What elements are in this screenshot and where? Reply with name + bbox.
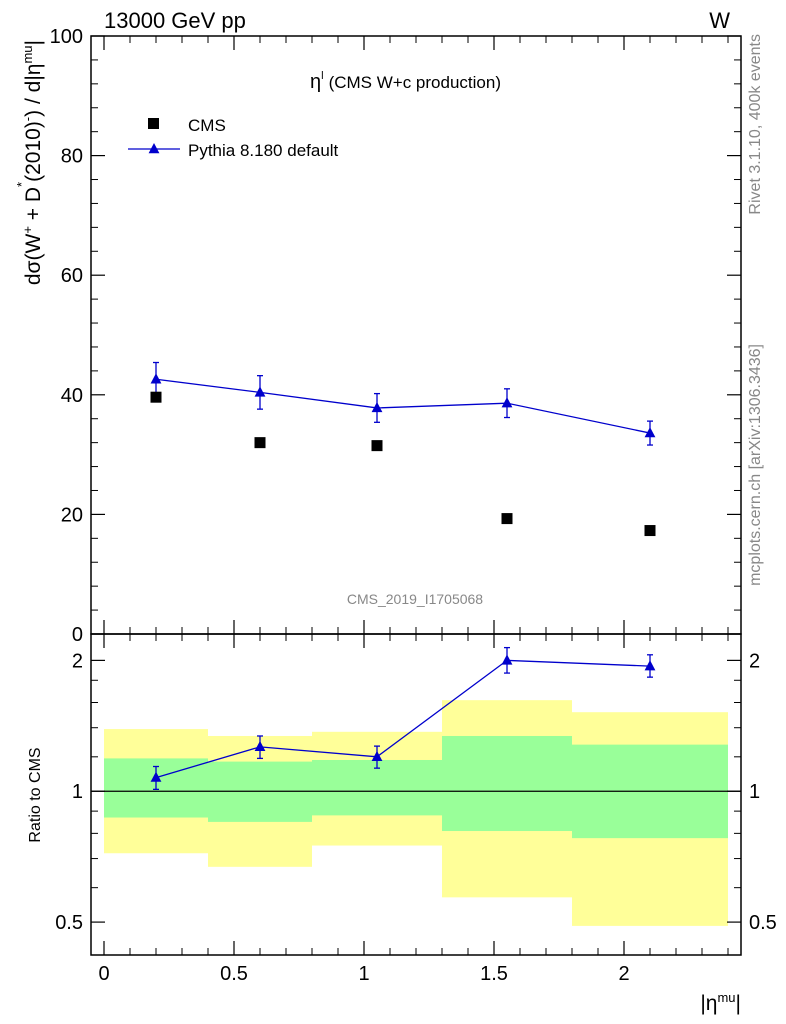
legend-cms-label: CMS <box>188 116 226 135</box>
main-y-tick-label-20: 20 <box>61 504 83 526</box>
x-tick-label-0.5: 0.5 <box>220 963 248 985</box>
ratio-band-green-2 <box>312 759 442 816</box>
ratio-y-axis-label: Ratio to CMS <box>27 747 44 842</box>
ratio-y-tick-label-1: 1 <box>72 781 83 803</box>
legend-cms-marker <box>148 118 159 129</box>
ratio-y-tick-label-right-1: 1 <box>749 781 760 803</box>
x-tick-label-1: 1 <box>358 963 369 985</box>
ratio-band-green-3 <box>442 735 572 832</box>
pythia-ratio-point-3 <box>501 654 513 665</box>
cms-data-point-0 <box>150 391 162 403</box>
main-y-tick-label-40: 40 <box>61 385 83 407</box>
title-superscript: l <box>321 70 323 82</box>
rivet-label: Rivet 3.1.10, 400k events <box>747 34 764 215</box>
title-symbol: η <box>310 71 321 93</box>
pythia-main-point-4 <box>644 427 656 438</box>
x-tick-label-1.5: 1.5 <box>480 963 508 985</box>
x-tick-label-2: 2 <box>618 963 629 985</box>
pythia-main-point-0 <box>150 373 162 384</box>
ratio-y-tick-label-0.5: 0.5 <box>55 912 83 934</box>
ratio-y-tick-label-2: 2 <box>72 650 83 672</box>
energy-label: 13000 GeV pp <box>104 8 246 33</box>
x-tick-label-0: 0 <box>98 963 109 985</box>
pythia-main-point-2 <box>371 401 383 413</box>
cms-data-point-3 <box>501 513 513 525</box>
ratio-y-tick-label-right-0.5: 0.5 <box>749 912 777 934</box>
pythia-ratio-point-1 <box>254 740 266 752</box>
ratio-y-tick-label-right-2: 2 <box>749 650 760 672</box>
process-label: W <box>709 8 730 33</box>
plot-title: ηl (CMS W+c production) <box>310 70 501 93</box>
pythia-main-point-1 <box>254 386 266 397</box>
analysis-id: CMS_2019_I1705068 <box>347 591 483 607</box>
main-y-axis-label: dσ(W+ + D*(2010)-) / d|ηmu| <box>14 40 45 285</box>
main-y-tick-label-100: 100 <box>50 26 83 48</box>
pythia-main-point-3 <box>501 397 513 408</box>
cms-data-point-2 <box>371 440 383 452</box>
legend-pythia-label: Pythia 8.180 default <box>188 141 339 160</box>
mcplots-label: mcplots.cern.ch [arXiv:1306.3436] <box>747 344 764 586</box>
pythia-main-line <box>155 378 651 434</box>
pythia-ratio-point-4 <box>644 660 656 671</box>
cms-data-point-4 <box>644 525 656 537</box>
legend-pythia-marker <box>148 143 160 154</box>
pythia-ratio-point-2 <box>371 750 383 762</box>
title-text: (CMS W+c production) <box>329 73 501 92</box>
main-y-tick-label-80: 80 <box>61 146 83 168</box>
pythia-ratio-point-0 <box>150 771 162 782</box>
main-y-tick-label-0: 0 <box>72 624 83 646</box>
cms-data-point-1 <box>254 437 266 449</box>
main-y-tick-label-60: 60 <box>61 265 83 287</box>
x-axis-label: |ηmu| <box>700 990 741 1015</box>
